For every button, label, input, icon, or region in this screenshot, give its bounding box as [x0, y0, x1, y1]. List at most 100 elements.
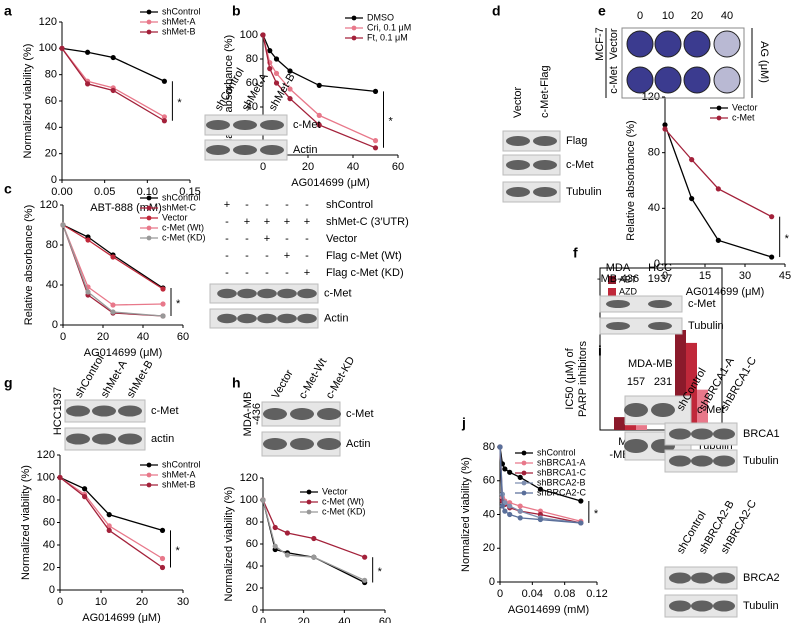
- legend-marker: [716, 105, 722, 111]
- data-point: [159, 564, 166, 571]
- data-point: [362, 577, 368, 583]
- band-signal: [669, 600, 691, 612]
- legend-marker: [521, 470, 527, 476]
- legend-label: shControl: [162, 192, 201, 202]
- table-mark: -: [305, 250, 309, 262]
- band-signal: [257, 288, 277, 299]
- band-signal: [92, 433, 116, 445]
- plate-row-label: Vector: [608, 28, 620, 60]
- table-row-label: shControl: [326, 199, 373, 211]
- data-point: [287, 68, 293, 74]
- band-signal: [713, 572, 735, 584]
- band-signal: [691, 572, 713, 584]
- annotation: *: [176, 545, 181, 557]
- series-line: [61, 47, 165, 122]
- band-signal: [648, 322, 672, 330]
- legend-label: shMet-B: [162, 479, 196, 489]
- y-tick-label: 0: [654, 258, 660, 270]
- y-tick-label: 40: [483, 508, 495, 520]
- legend-label: shControl: [537, 447, 576, 457]
- legend-label: DMSO: [367, 12, 394, 22]
- series-line: [262, 34, 376, 149]
- panel-letter: c: [4, 181, 12, 197]
- data-point: [517, 508, 523, 514]
- data-point: [59, 45, 65, 51]
- data-point: [578, 520, 584, 526]
- data-point: [372, 88, 379, 94]
- data-point: [372, 138, 379, 144]
- y-tick-label: 20: [45, 148, 57, 160]
- table-mark: +: [264, 233, 270, 245]
- bar: [697, 389, 708, 430]
- y-tick-label: 80: [45, 69, 57, 81]
- band-label: Tubulin: [688, 320, 724, 332]
- blot-band: [599, 295, 683, 313]
- band-signal: [669, 428, 691, 440]
- data-point: [260, 32, 266, 38]
- data-point: [160, 313, 166, 319]
- band-signal: [506, 136, 530, 146]
- data-point: [537, 486, 544, 492]
- table-mark: -: [265, 199, 269, 211]
- y-tick-label: 120: [39, 16, 57, 28]
- y-tick-label: 120: [240, 472, 258, 484]
- y-axis-label: IC50 (μM) of: [564, 347, 576, 409]
- y-axis-label: PARP inhibitors: [577, 340, 589, 417]
- legend-marker: [146, 205, 152, 211]
- well: [654, 66, 682, 94]
- table-mark: +: [304, 267, 310, 279]
- x-tick-label: 0.15: [179, 186, 200, 198]
- bar: [686, 342, 697, 430]
- y-tick-label: 100: [37, 471, 55, 483]
- data-point: [662, 122, 668, 128]
- blot-band: [502, 181, 561, 203]
- data-point: [507, 511, 513, 518]
- band-label: c-Met: [324, 287, 352, 299]
- table-mark: -: [225, 250, 229, 262]
- table-mark: -: [265, 267, 269, 279]
- well: [626, 66, 654, 94]
- legend-marker: [146, 462, 152, 468]
- y-tick-label: 80: [246, 516, 258, 528]
- band-label: BRCA2: [743, 572, 780, 584]
- band-signal: [533, 160, 557, 170]
- table-mark: -: [225, 267, 229, 279]
- band-label: c-Met: [293, 119, 321, 131]
- panel-letter: b: [232, 3, 241, 19]
- y-axis-label: Normalized viability (%): [22, 44, 34, 159]
- band-signal: [66, 433, 90, 445]
- table-mark: -: [225, 216, 229, 228]
- band-signal: [533, 187, 557, 197]
- series-line: [61, 47, 165, 82]
- band-label: c-Met: [346, 408, 374, 420]
- data-point: [161, 114, 167, 120]
- data-point: [82, 486, 88, 492]
- data-point: [159, 527, 166, 533]
- unit-label: AG (μM): [758, 41, 770, 83]
- x-tick-label: 20: [302, 161, 314, 173]
- legend-marker: [351, 15, 357, 21]
- y-tick-label: 120: [40, 199, 58, 211]
- data-point: [267, 66, 273, 72]
- panel-letter: f: [573, 245, 578, 261]
- y-tick-label: 80: [483, 441, 495, 453]
- lane-label: HCC: [648, 262, 672, 274]
- table-row-label: shMet-C (3′UTR): [326, 216, 409, 228]
- well: [683, 66, 711, 94]
- lane-label: Vector: [270, 368, 296, 401]
- band-signal: [206, 145, 230, 155]
- band-signal: [237, 313, 257, 324]
- y-tick-label: 100: [240, 29, 258, 41]
- band-label: c-Met: [566, 159, 594, 171]
- band-signal: [260, 120, 284, 130]
- data-point: [260, 497, 266, 503]
- legend-marker: [716, 115, 722, 121]
- table-row-label: Flag c-Met (Wt): [326, 250, 402, 262]
- table-mark: +: [284, 216, 290, 228]
- well: [654, 30, 682, 58]
- legend-marker: [146, 195, 152, 201]
- x-tick-label: 0: [260, 616, 266, 623]
- legend-label: Cri, 0.1 μM: [367, 22, 411, 32]
- data-point: [161, 78, 167, 84]
- y-tick-label: 40: [43, 539, 55, 551]
